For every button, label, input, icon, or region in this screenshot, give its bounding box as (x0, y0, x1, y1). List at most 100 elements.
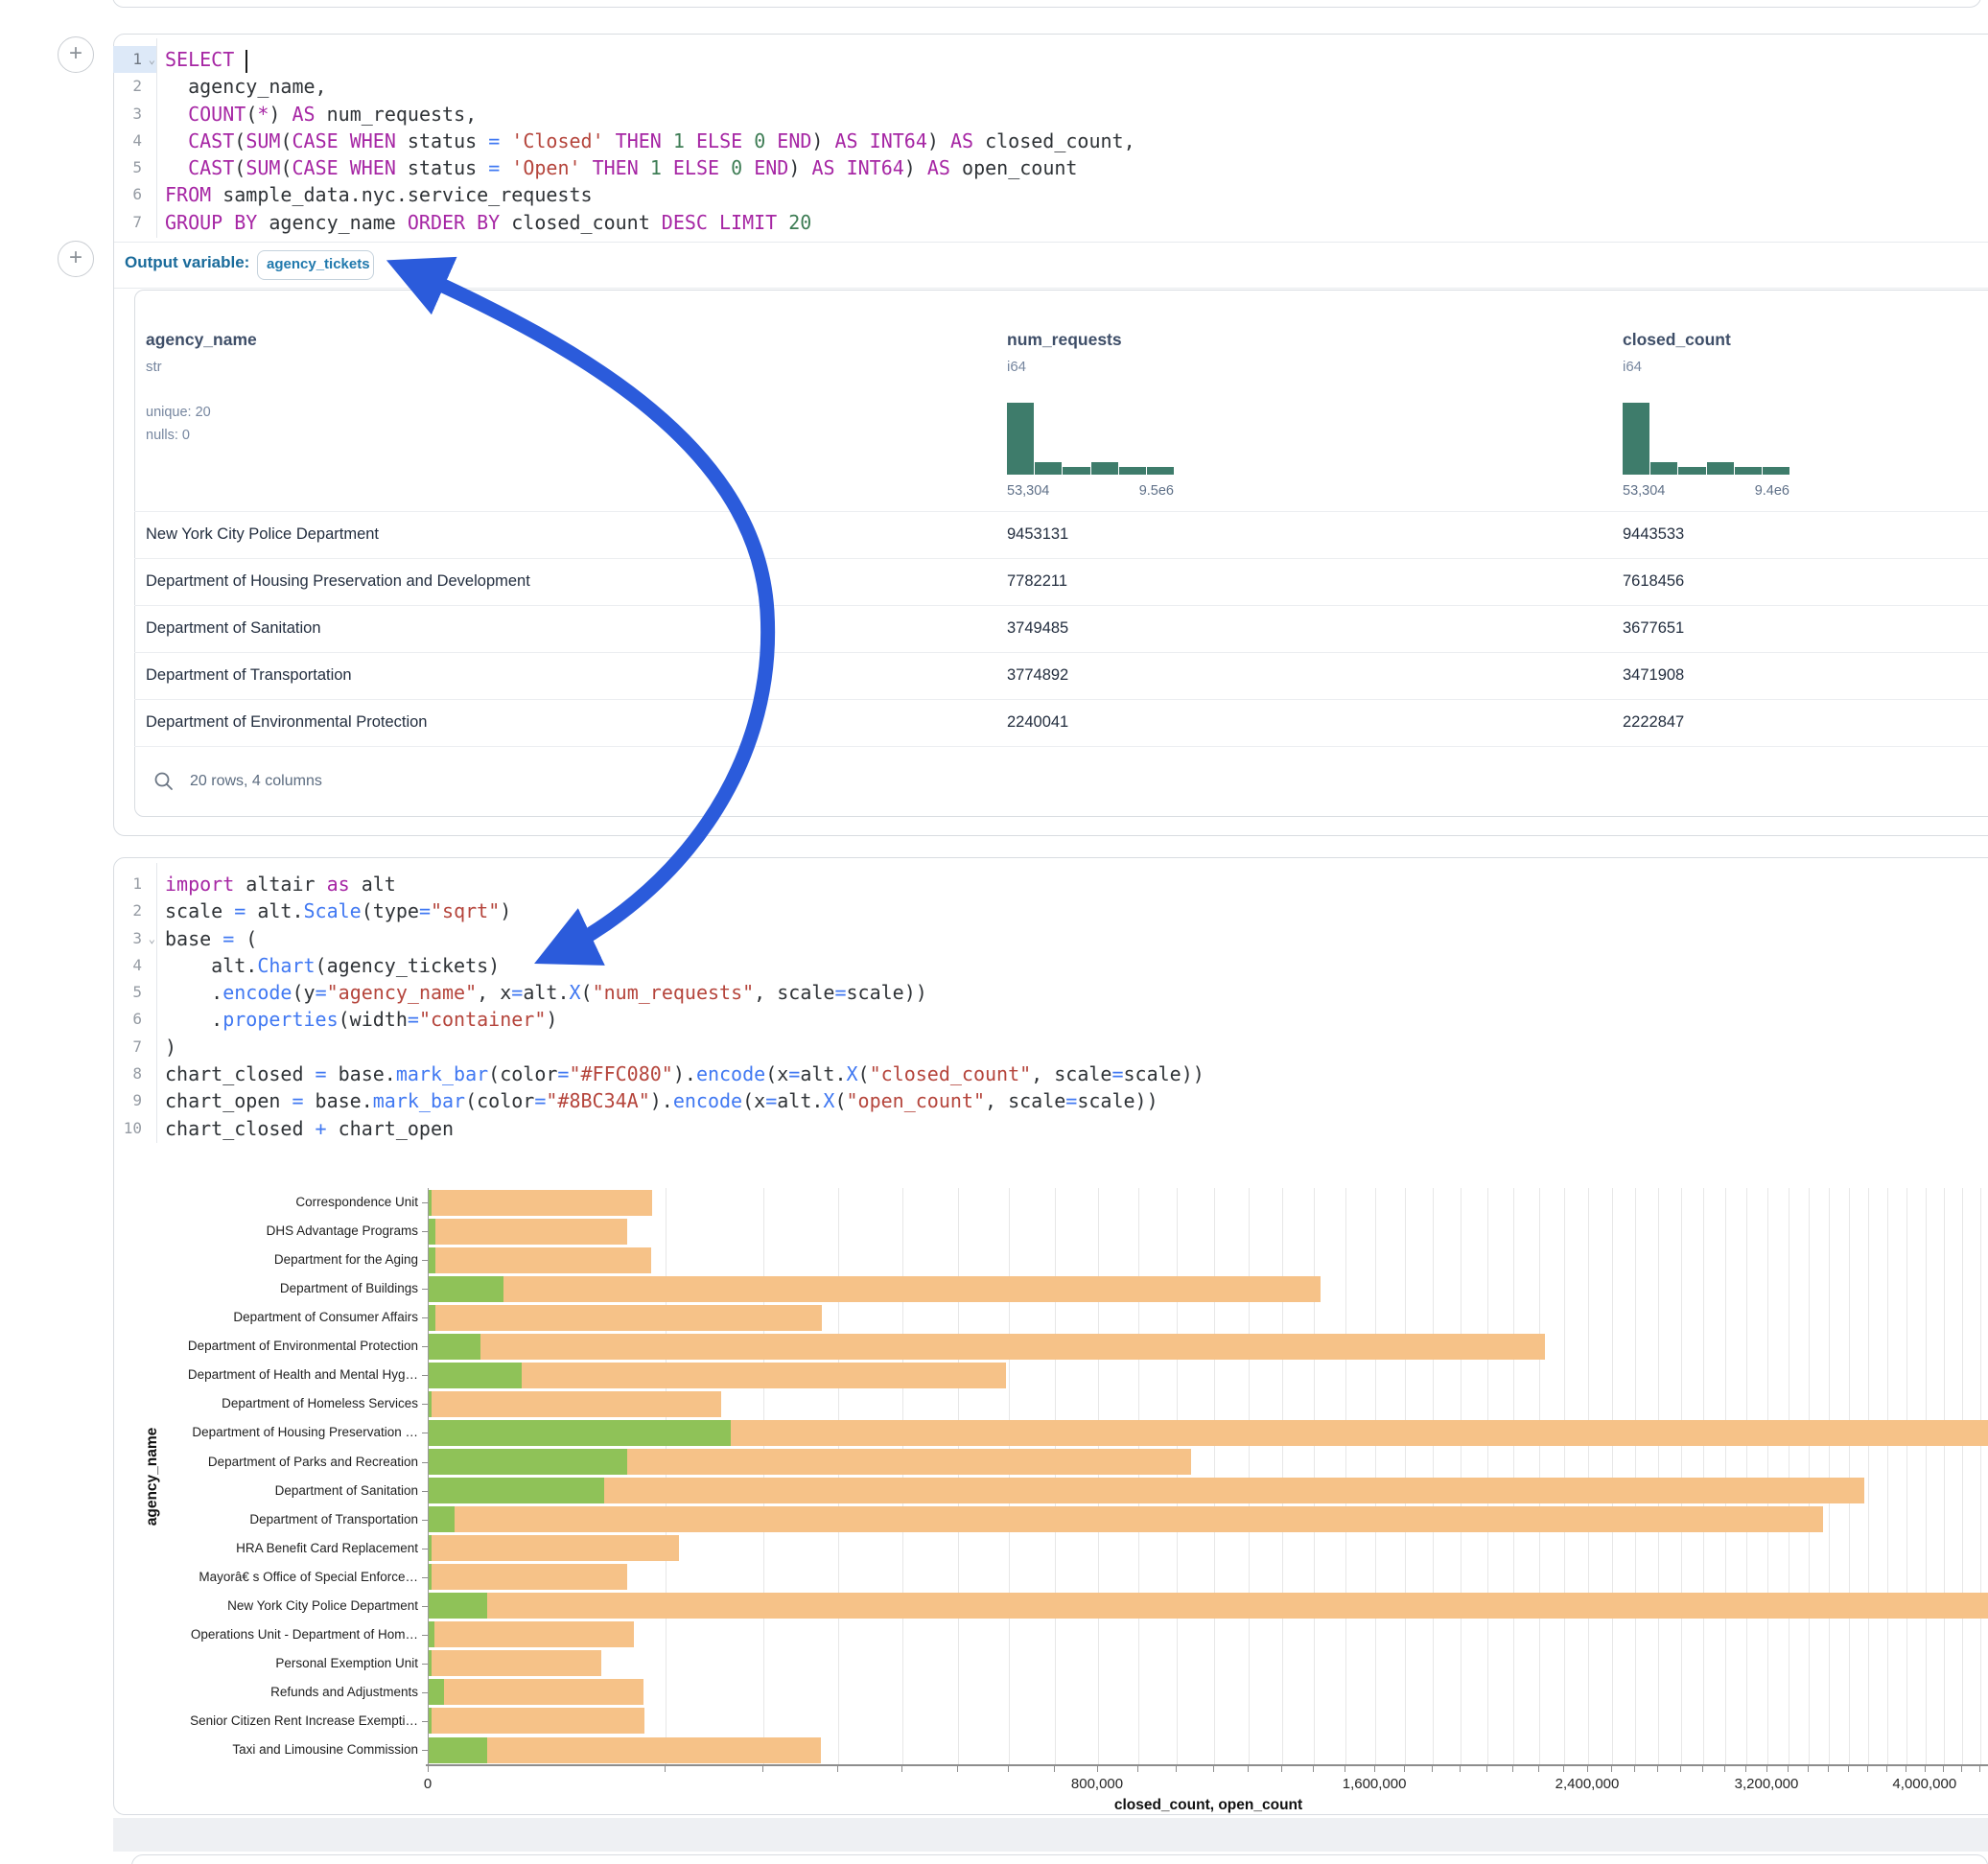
gridline (1177, 1188, 1178, 1764)
output-variable-label: Output variable: (125, 253, 249, 272)
table-row-num-requests: 7782211 (1007, 572, 1067, 591)
x-axis-tick-label: 2,400,000 (1555, 1776, 1620, 1792)
x-axis-tick (1213, 1766, 1214, 1772)
x-axis-tick (1054, 1766, 1055, 1772)
x-axis-tick (762, 1766, 763, 1772)
code-line[interactable]: agency_name, (165, 73, 1135, 100)
x-axis-tick (1432, 1766, 1433, 1772)
gridline (1249, 1188, 1250, 1764)
gridline (1746, 1188, 1747, 1764)
gridline (1635, 1188, 1636, 1764)
next-cell-edge (131, 1854, 1988, 1864)
gridline (1725, 1188, 1726, 1764)
table-row-num-requests: 3749485 (1007, 619, 1068, 638)
x-axis-tick (1808, 1766, 1809, 1772)
bar-closed-count (429, 1708, 644, 1734)
bar-open-count (429, 1708, 432, 1734)
line-number: 5 (113, 979, 156, 1006)
line-number: 3⌄ (113, 925, 156, 952)
table-row-closed-count: 2222847 (1623, 713, 1684, 732)
bar-open-count (429, 1276, 503, 1302)
column-header[interactable]: num_requests (1007, 330, 1122, 350)
x-axis-tick-label: 3,200,000 (1735, 1776, 1799, 1792)
code-line[interactable]: COUNT(*) AS num_requests, (165, 101, 1135, 128)
gridline (1564, 1188, 1565, 1764)
bar-open-count (429, 1593, 487, 1619)
code-line[interactable]: chart_open = base.mark_bar(color="#8BC34… (165, 1087, 1204, 1114)
gridline (1314, 1188, 1315, 1764)
bar-closed-count (429, 1334, 1545, 1360)
line-number: 1⌄ (113, 46, 156, 73)
y-axis-category-label: Department of Homeless Services (130, 1396, 418, 1410)
histogram-range-labels: 53,3049.5e6 (1007, 483, 1174, 499)
code-line[interactable]: alt.Chart(agency_tickets) (165, 952, 1204, 979)
x-axis-tick (1486, 1766, 1487, 1772)
search-icon[interactable] (153, 771, 175, 792)
x-axis-tick (1313, 1766, 1314, 1772)
code-line[interactable]: .encode(y="agency_name", x=alt.X("num_re… (165, 979, 1204, 1006)
code-line[interactable]: ) (165, 1034, 1204, 1060)
x-axis-tick (1460, 1766, 1461, 1772)
gridline (1138, 1188, 1139, 1764)
x-axis-tick-label: 800,000 (1071, 1776, 1123, 1792)
code-line[interactable]: base = ( (165, 925, 1204, 952)
bar-open-count (429, 1650, 432, 1676)
code-line[interactable]: chart_closed + chart_open (165, 1115, 1204, 1142)
column-header[interactable]: agency_name (146, 330, 257, 350)
gridline (1849, 1188, 1850, 1764)
code-line[interactable]: .properties(width="container") (165, 1006, 1204, 1033)
code-line[interactable]: CAST(SUM(CASE WHEN status = 'Closed' THE… (165, 128, 1135, 154)
y-axis-category-label: New York City Police Department (130, 1598, 418, 1613)
line-number: 9 (113, 1087, 156, 1114)
line-number: 4 (113, 128, 156, 154)
output-variable-pill[interactable]: agency_tickets (257, 250, 374, 280)
gridline (1944, 1188, 1945, 1764)
code-line[interactable]: GROUP BY agency_name ORDER BY closed_cou… (165, 209, 1135, 236)
line-number: 7 (113, 209, 156, 236)
x-axis-tick (1657, 1766, 1658, 1772)
code-line[interactable]: chart_closed = base.mark_bar(color="#FFC… (165, 1060, 1204, 1087)
collapse-chevron-icon[interactable]: ⌄ (142, 46, 155, 73)
code-line[interactable]: scale = alt.Scale(type="sqrt") (165, 897, 1204, 924)
chart-y-axis-title: agency_name (144, 1428, 161, 1526)
y-axis-category-label: Correspondence Unit (130, 1195, 418, 1209)
y-axis-category-label: Taxi and Limousine Commission (130, 1742, 418, 1757)
collapse-chevron-icon[interactable]: ⌄ (142, 925, 155, 952)
row-separator (134, 746, 1988, 747)
line-number: 6 (113, 1006, 156, 1033)
bar-closed-count (429, 1679, 643, 1705)
bar-open-count (429, 1247, 435, 1273)
column-header[interactable]: closed_count (1623, 330, 1731, 350)
table-row-num-requests: 9453131 (1007, 525, 1068, 544)
x-axis-tick (837, 1766, 838, 1772)
python-code-editor[interactable]: import altair as altscale = alt.Scale(ty… (165, 871, 1204, 1142)
bar-open-count (429, 1219, 435, 1245)
x-axis-tick (1137, 1766, 1138, 1772)
y-axis-category-label: Refunds and Adjustments (130, 1685, 418, 1699)
gridline (1098, 1188, 1099, 1764)
sql-code-editor[interactable]: SELECT agency_name, COUNT(*) AS num_requ… (165, 46, 1135, 236)
x-axis-tick (1943, 1766, 1944, 1772)
histogram-range-labels: 53,3049.4e6 (1623, 483, 1789, 499)
bar-open-count (429, 1535, 432, 1561)
chart-plot-area (428, 1188, 1988, 1764)
page-gap (113, 1818, 1988, 1852)
code-line[interactable]: FROM sample_data.nyc.service_requests (165, 181, 1135, 208)
x-axis-tick (1634, 1766, 1635, 1772)
bar-closed-count (429, 1737, 821, 1763)
gridline (958, 1188, 959, 1764)
code-line[interactable]: CAST(SUM(CASE WHEN status = 'Open' THEN … (165, 154, 1135, 181)
previous-cell-edge (112, 0, 1981, 8)
row-separator (134, 605, 1988, 606)
gridline (1433, 1188, 1434, 1764)
x-axis-tick (1404, 1766, 1405, 1772)
add-cell-button-top[interactable]: + (58, 36, 94, 73)
line-number: 6 (113, 181, 156, 208)
code-line[interactable]: SELECT (165, 46, 1135, 73)
code-line[interactable]: import altair as alt (165, 871, 1204, 897)
gridline (1214, 1188, 1215, 1764)
gridline (763, 1188, 764, 1764)
add-cell-button-output[interactable]: + (58, 241, 94, 277)
column-type: str (146, 359, 162, 375)
gridline (1375, 1188, 1376, 1764)
